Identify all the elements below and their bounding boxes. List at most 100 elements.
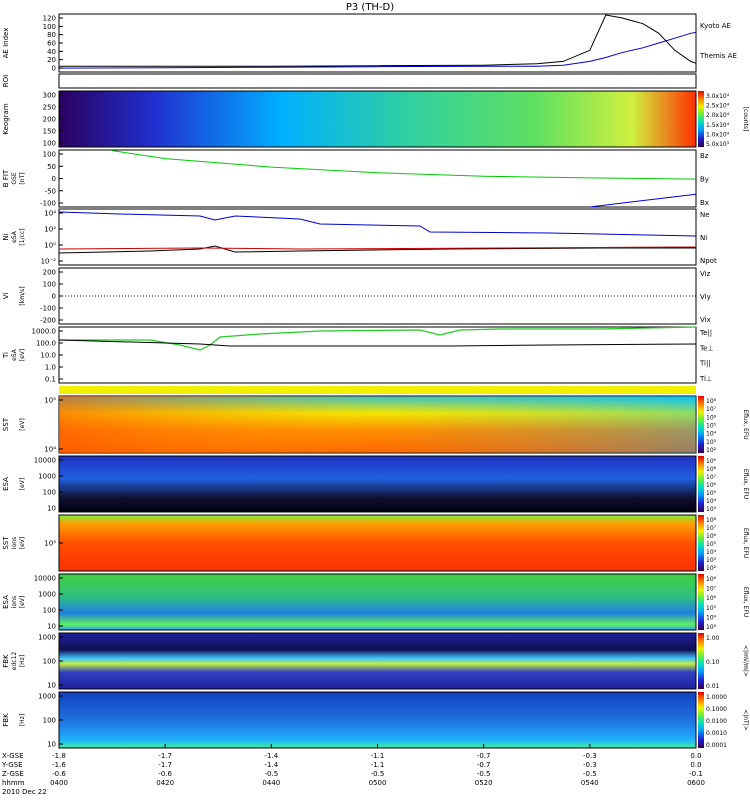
sst_i-colorbar-tick: 10²: [706, 565, 717, 572]
bottom-axis-row-label: X-GSE: [2, 752, 24, 760]
bottom-axis-value: 0440: [262, 779, 280, 787]
ti-black-trace: [58, 339, 697, 347]
esa_i-colorbar-tick: 10⁵: [706, 605, 717, 612]
bottom-axis-value: 0.0: [690, 761, 701, 769]
sst_i-ylabel: SST: [2, 536, 10, 550]
ti-ylabel2: eSA: [11, 348, 18, 361]
roi-ylabel: ROI: [2, 75, 10, 87]
ae-ytick: 20: [47, 56, 56, 64]
keogram-colorbar-tick: 1.5x10⁴: [706, 122, 730, 129]
ti-legend-item: Te||: [699, 329, 712, 337]
sst_i-colorbar-tick: 10⁴: [706, 549, 717, 556]
sst_i-colorbar-label: Eflux, EFU: [742, 528, 749, 558]
sst_e-ytick: 10⁵: [44, 397, 56, 405]
vi-legend-item: Viy: [700, 293, 711, 301]
sst_e-colorbar-label: Eflux, EFU: [742, 409, 749, 439]
bottom-axis-value: 0420: [156, 779, 174, 787]
fbk_e-ytick: 10: [47, 682, 56, 690]
fbk-e-colorbar: [698, 633, 704, 689]
bottom-axis-value: -1.4: [264, 752, 278, 760]
fbk_b-ytick: 100: [43, 717, 56, 725]
fbk_b-colorbar-tick: 1.0000: [706, 694, 727, 701]
fbk_e-ylabel: FBK: [2, 654, 10, 668]
bottom-axis-value: -0.3: [583, 752, 597, 760]
esa_i-units: [eV]: [19, 596, 26, 608]
sst-i-spectrogram: [58, 514, 697, 572]
ae-ytick: 120: [43, 15, 56, 23]
bottom-axis-value: -0.7: [477, 761, 491, 769]
ni-ylabel2: eSA: [11, 230, 18, 243]
esa_i-colorbar-tick: 10³: [706, 624, 717, 631]
esa_i-colorbar-tick: 10⁴: [706, 614, 717, 621]
fbk_b-ytick: 1000: [38, 693, 56, 701]
vi-legend-item: Vix: [700, 316, 711, 324]
roi-panel-frame: [58, 73, 697, 89]
keogram-colorbar-tick: 1.0x10⁴: [706, 131, 730, 138]
esa_e-ylabel: ESA: [2, 477, 10, 491]
ti-ytick: 100.0: [36, 340, 56, 348]
ae-panel-frame: [58, 13, 697, 73]
bfit-legend-item: By: [700, 176, 709, 184]
ae-ytick: 0: [52, 65, 56, 73]
bfit-legend-item: Bz: [700, 152, 709, 160]
fbk_e-colorbar-tick: 1.00: [706, 635, 720, 642]
sst_i-colorbar-tick: 10⁸: [706, 517, 717, 524]
esa_i-colorbar-tick: 10⁸: [706, 576, 717, 583]
bottom-axis-value: 0500: [369, 779, 387, 787]
esa_e-ytick: 1000: [38, 473, 56, 481]
keogram-ytick: 300: [43, 92, 56, 100]
sst_e-ytick: 10⁴: [44, 446, 56, 454]
bottom-axis-value: -0.5: [583, 770, 597, 778]
fbk_b-colorbar-tick: 0.0100: [706, 718, 727, 725]
bottom-axis-value: 0520: [475, 779, 493, 787]
keogram-ytick: 200: [43, 116, 56, 124]
bottom-axis-value: -1.6: [52, 761, 66, 769]
bottom-axis-value: 0400: [50, 779, 68, 787]
sst-e-overlay: [59, 396, 696, 453]
fbk-b-colorbar: [698, 692, 704, 748]
bottom-axis-value: -1.1: [371, 761, 385, 769]
ti-legend-item: Ti⊥: [699, 375, 712, 383]
bottom-axis-value: -1.7: [158, 761, 172, 769]
ti-units: [eV]: [19, 349, 26, 361]
vi-ytick: -200: [40, 317, 56, 325]
ni-blue-trace: [58, 211, 697, 237]
ni-units: [1/cc]: [19, 228, 26, 245]
ae-legend-item: Kyoto AE: [700, 22, 731, 30]
sst_e-units: [eV]: [19, 418, 26, 430]
ae-series-line: [59, 14, 697, 67]
keogram-image: [58, 90, 697, 148]
esa_e-colorbar-tick: 10⁵: [706, 490, 717, 497]
esa_e-colorbar-tick: 10⁶: [706, 482, 717, 489]
sst-i-colorbar: [698, 515, 704, 571]
sst_i-colorbar-tick: 10⁵: [706, 541, 717, 548]
esa-i-colorbar: [698, 574, 704, 630]
esa-e-colorbar: [698, 456, 704, 512]
bfit-series-line: [589, 193, 697, 208]
esa_i-ytick: 1000: [38, 591, 56, 599]
fbk-e-spectrogram: [58, 632, 697, 690]
fbk_e-units: [Hz]: [19, 655, 26, 667]
fbk_b-colorbar-tick: 0.0001: [706, 742, 727, 749]
sst_e-colorbar-tick: 10⁸: [706, 398, 717, 405]
vi-ytick: 100: [43, 281, 56, 289]
plot-title: P3 (TH-D): [346, 2, 394, 13]
esa_e-units: [eV]: [19, 478, 26, 490]
bottom-axis-row-label: hhmm: [2, 779, 25, 787]
fbk_e-colorbar-tick: 0.01: [706, 683, 720, 690]
sst_e-ylabel: SST: [2, 417, 10, 431]
bottom-axis-row-label: Z-GSE: [2, 770, 24, 778]
sst_e-colorbar-tick: 10⁶: [706, 414, 717, 421]
bfit-ytick: -100: [40, 200, 56, 208]
ae-chart-layer: Kyoto AE Themis AE: [58, 14, 737, 69]
bfit-panel-frame: [58, 149, 697, 208]
bfit-legend-item: Bx: [700, 199, 709, 207]
ni-legend-item: Npot: [700, 257, 717, 265]
ae-ytick: 80: [47, 31, 56, 39]
bottom-axis-row-label: Y-GSE: [1, 761, 23, 769]
bottom-axis-value: -0.3: [583, 761, 597, 769]
keogram-ytick: 100: [43, 140, 56, 148]
sst_i-colorbar-tick: 10⁷: [706, 525, 717, 532]
sst_e-colorbar-tick: 10⁷: [706, 406, 717, 413]
